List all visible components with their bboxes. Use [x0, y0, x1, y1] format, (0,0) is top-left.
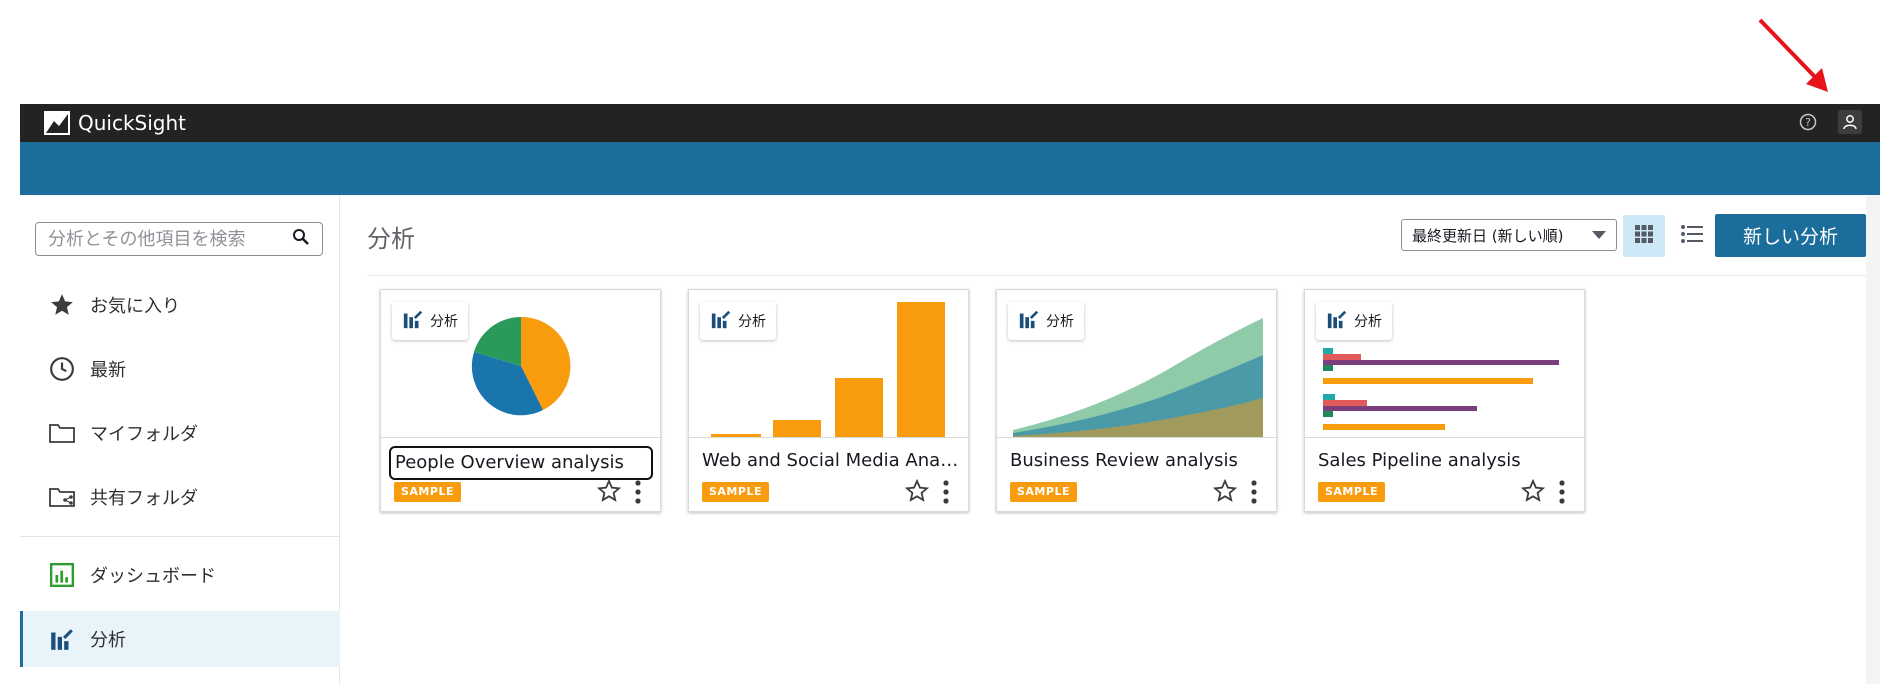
analysis-card[interactable]: 分析 Business Review analysis SAMPLE — [996, 289, 1277, 512]
sidebar-item-label: 共有フォルダ — [90, 488, 198, 509]
sidebar-item-label: ダッシュボード — [90, 566, 216, 587]
card-thumbnail-pie[interactable] — [381, 290, 660, 438]
analysis-icon — [1326, 308, 1348, 334]
search-icon[interactable] — [292, 228, 310, 250]
more-options-icon[interactable] — [1245, 478, 1263, 506]
sidebar-item-recent[interactable]: 最新 — [20, 341, 340, 397]
analysis-icon — [48, 625, 76, 653]
sample-badge: SAMPLE — [702, 482, 769, 502]
more-options-icon[interactable] — [629, 478, 647, 506]
card-type-tag: 分析 — [1008, 302, 1084, 340]
card-title[interactable]: People Overview analysis — [389, 446, 653, 480]
sidebar-item-label: マイフォルダ — [90, 424, 198, 445]
sidebar-item-my-folders[interactable]: マイフォルダ — [20, 405, 340, 461]
card-type-tag: 分析 — [392, 302, 468, 340]
main-divider — [367, 275, 1867, 276]
sample-badge: SAMPLE — [1318, 482, 1385, 502]
card-type-tag: 分析 — [700, 302, 776, 340]
chevron-down-icon — [1592, 231, 1606, 239]
dashboard-icon — [48, 561, 76, 589]
star-icon[interactable] — [1520, 478, 1546, 504]
sidebar-item-dashboards[interactable]: ダッシュボード — [20, 547, 340, 603]
card-type-label: 分析 — [1046, 314, 1074, 330]
star-icon[interactable] — [1212, 478, 1238, 504]
star-icon — [48, 291, 76, 319]
more-options-icon[interactable] — [937, 478, 955, 506]
user-icon[interactable] — [1838, 110, 1862, 134]
analysis-icon — [402, 308, 424, 334]
card-title[interactable]: Business Review analysis — [1010, 450, 1238, 471]
grid-icon — [1634, 224, 1654, 248]
card-type-label: 分析 — [1354, 314, 1382, 330]
card-thumbnail-area[interactable] — [997, 290, 1276, 438]
main-content: 分析 最終更新日 (新しい順) 新しい分析 — [340, 195, 1867, 684]
sample-badge: SAMPLE — [394, 482, 461, 502]
annotation-arrow — [1758, 18, 1828, 92]
list-icon — [1681, 224, 1703, 248]
card-thumbnail-bar[interactable] — [689, 290, 968, 438]
card-title[interactable]: Sales Pipeline analysis — [1318, 450, 1521, 471]
sample-badge: SAMPLE — [1010, 482, 1077, 502]
help-circle-icon[interactable]: ? — [1796, 110, 1820, 134]
more-options-icon[interactable] — [1553, 478, 1571, 506]
sort-dropdown[interactable]: 最終更新日 (新しい順) — [1401, 219, 1617, 251]
sort-selected-value: 最終更新日 (新しい順) — [1412, 226, 1564, 245]
header-band — [20, 142, 1880, 195]
analysis-card[interactable]: 分析 People Overview analysis SAMPLE — [380, 289, 661, 512]
search-box[interactable] — [35, 222, 323, 256]
sidebar-item-label: お気に入り — [90, 296, 180, 317]
analysis-card[interactable]: 分析 Sales Pipeline analysis SAMPLE — [1304, 289, 1585, 512]
analysis-card[interactable]: 分析 Web and Social Media Anal… SAMPLE — [688, 289, 969, 512]
star-icon[interactable] — [596, 478, 622, 504]
page-title: 分析 — [367, 225, 415, 253]
card-type-label: 分析 — [738, 314, 766, 330]
card-type-label: 分析 — [430, 314, 458, 330]
new-analysis-button[interactable]: 新しい分析 — [1715, 214, 1866, 257]
sidebar-divider — [20, 536, 340, 537]
svg-text:?: ? — [1805, 116, 1811, 129]
sidebar-item-label: 分析 — [90, 630, 126, 651]
sidebar-item-favorites[interactable]: お気に入り — [20, 277, 340, 333]
folder-icon — [48, 419, 76, 447]
scrollbar[interactable] — [1866, 195, 1880, 684]
grid-view-button[interactable] — [1623, 215, 1665, 257]
card-thumbnail-hbar[interactable] — [1305, 290, 1584, 438]
top-bar: QuickSight ? — [20, 104, 1880, 142]
sidebar-item-label: 最新 — [90, 360, 126, 381]
card-type-tag: 分析 — [1316, 302, 1392, 340]
star-icon[interactable] — [904, 478, 930, 504]
quicksight-logo-icon — [44, 111, 70, 135]
app-title: QuickSight — [78, 111, 187, 135]
shared-folder-icon — [48, 483, 76, 511]
card-title[interactable]: Web and Social Media Anal… — [702, 450, 962, 471]
search-input[interactable] — [48, 228, 288, 250]
list-view-button[interactable] — [1671, 215, 1713, 257]
clock-icon — [48, 355, 76, 383]
sidebar-item-analyses[interactable]: 分析 — [20, 611, 340, 667]
sidebar-item-shared-folders[interactable]: 共有フォルダ — [20, 469, 340, 525]
analysis-icon — [710, 308, 732, 334]
sidebar: お気に入り 最新 マイフォルダ 共有フォルダ ダッシュボード 分析 — [20, 195, 340, 684]
analysis-icon — [1018, 308, 1040, 334]
app-logo[interactable]: QuickSight — [44, 110, 186, 136]
